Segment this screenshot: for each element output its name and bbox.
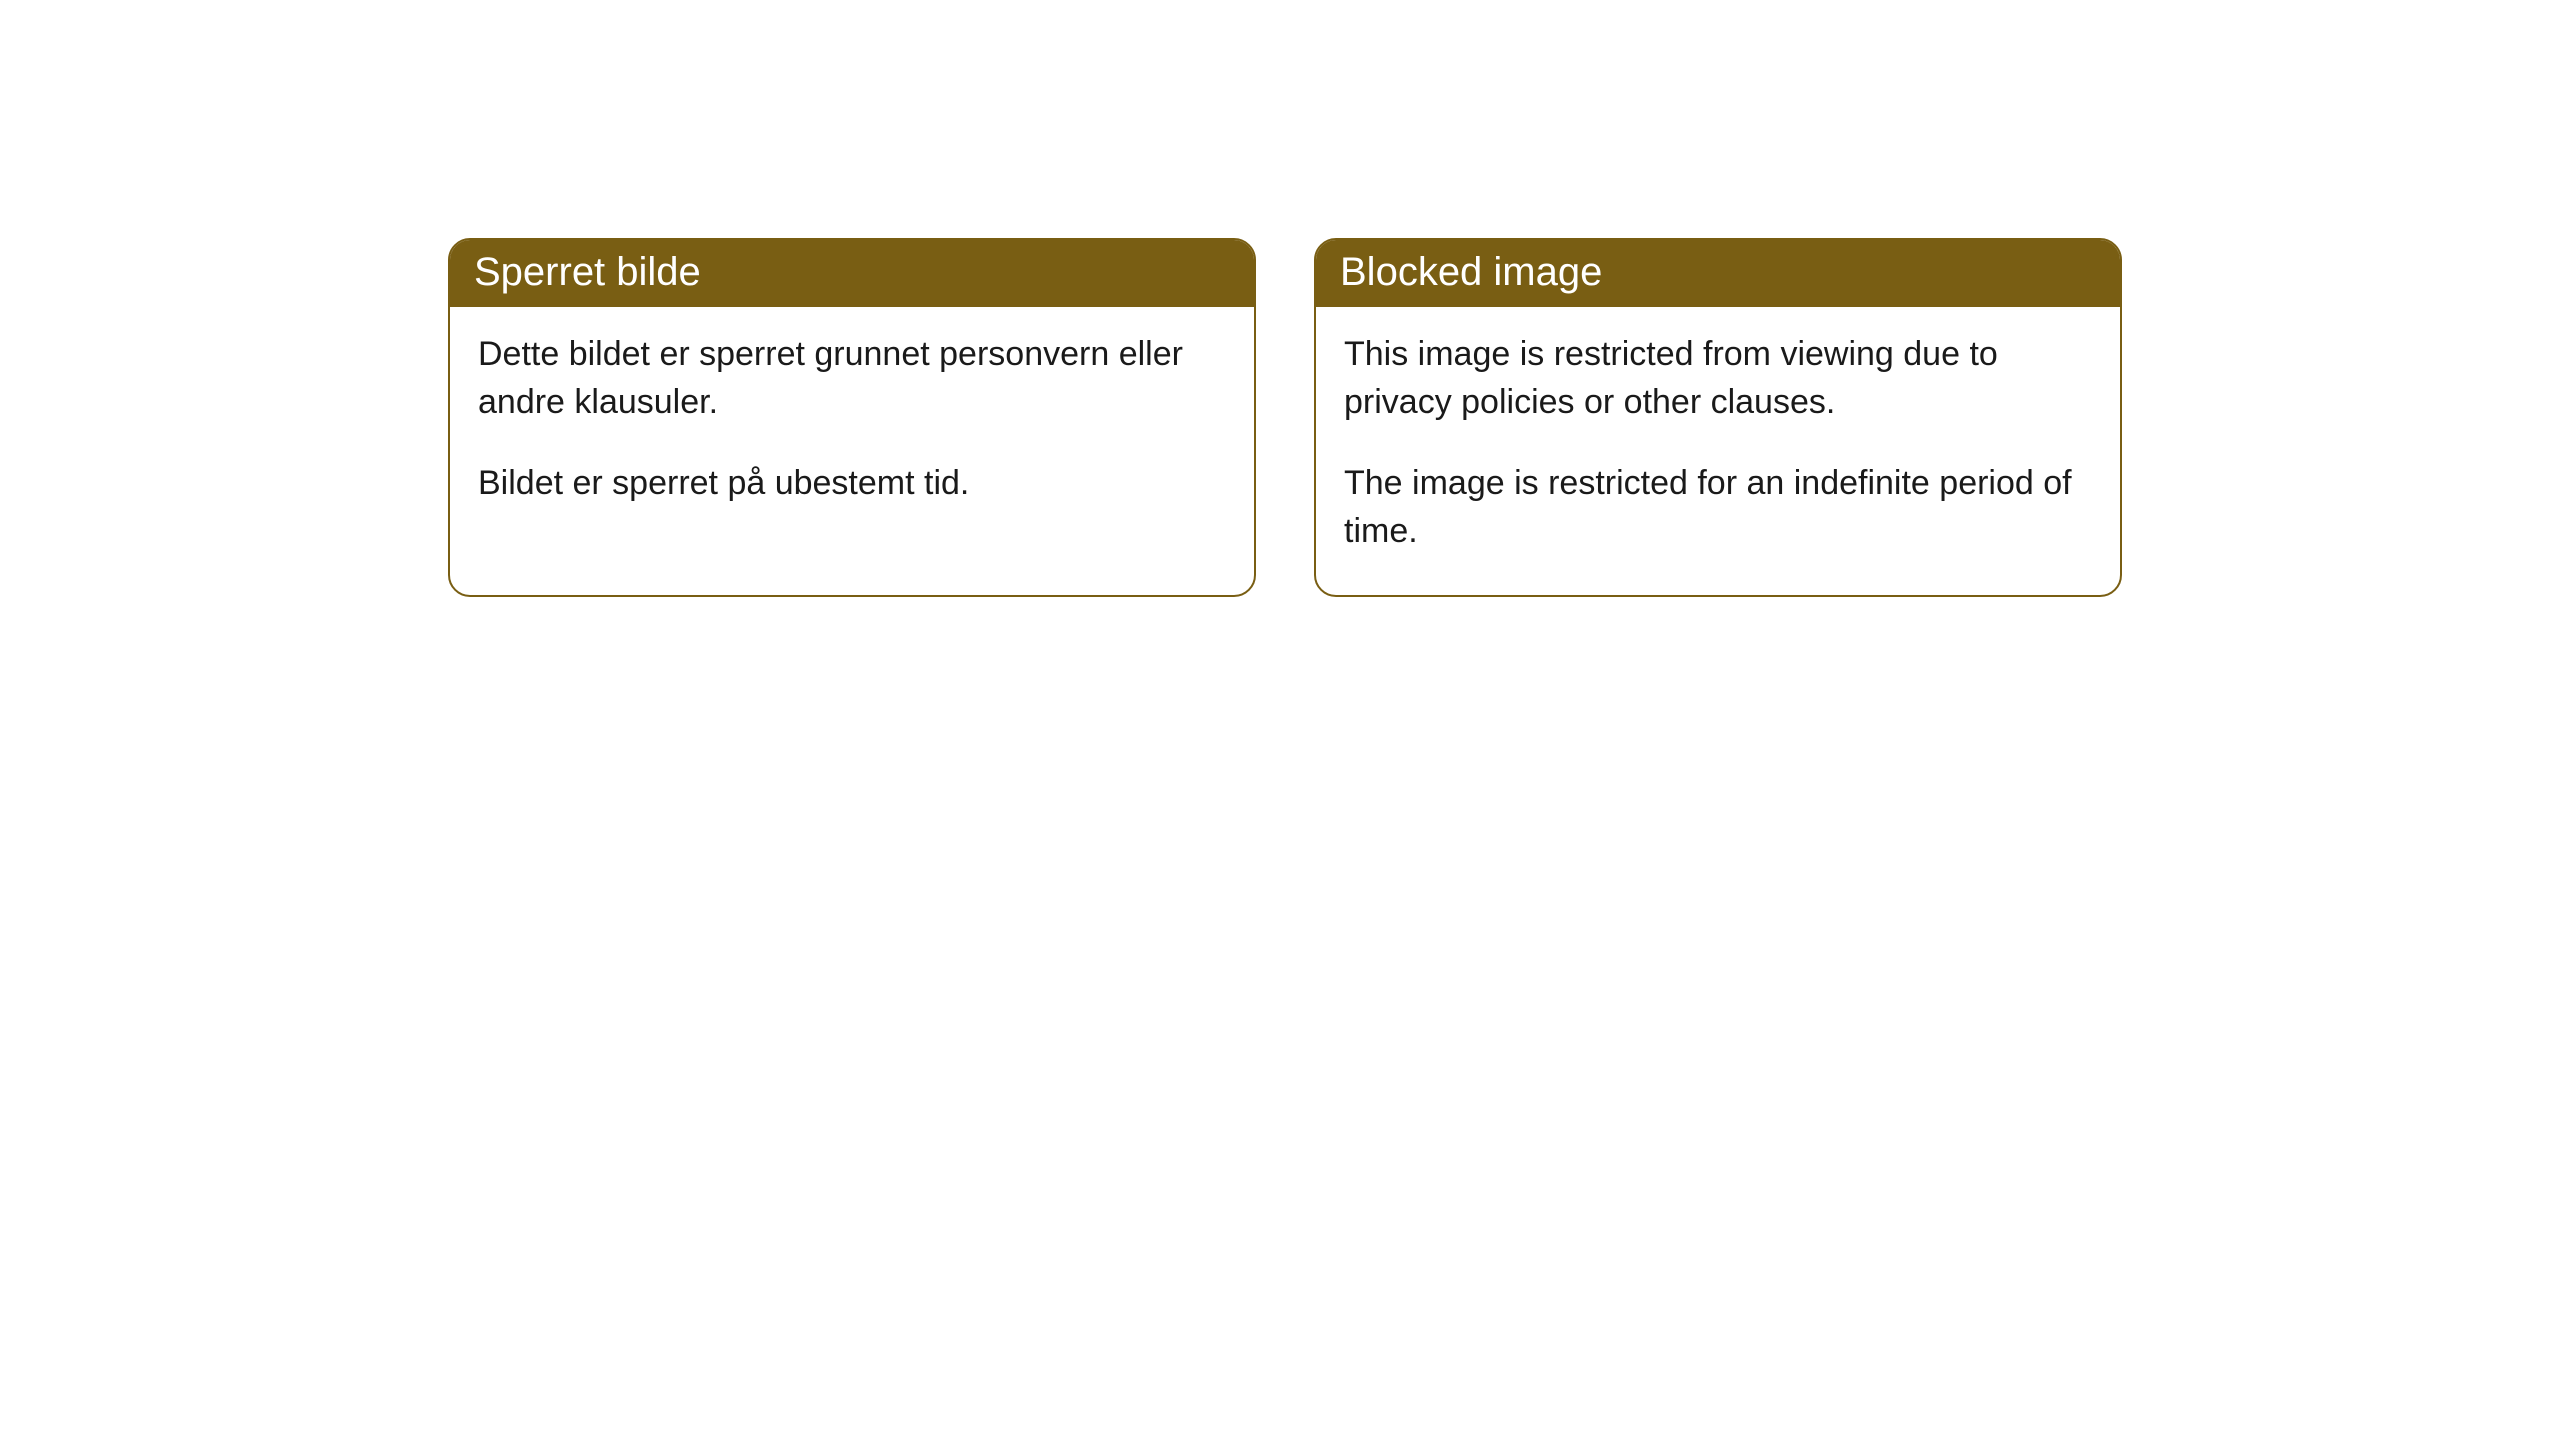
card-header-english: Blocked image [1316,240,2120,307]
card-paragraph2-norwegian: Bildet er sperret på ubestemt tid. [478,460,1226,508]
card-paragraph1-norwegian: Dette bildet er sperret grunnet personve… [478,331,1226,426]
card-title-norwegian: Sperret bilde [474,250,701,294]
card-paragraph2-english: The image is restricted for an indefinit… [1344,460,2092,555]
card-body-english: This image is restricted from viewing du… [1316,307,2120,595]
card-norwegian: Sperret bilde Dette bildet er sperret gr… [448,238,1256,597]
card-body-norwegian: Dette bildet er sperret grunnet personve… [450,307,1254,548]
card-english: Blocked image This image is restricted f… [1314,238,2122,597]
card-paragraph1-english: This image is restricted from viewing du… [1344,331,2092,426]
card-header-norwegian: Sperret bilde [450,240,1254,307]
card-title-english: Blocked image [1340,250,1602,294]
cards-container: Sperret bilde Dette bildet er sperret gr… [0,0,2560,597]
